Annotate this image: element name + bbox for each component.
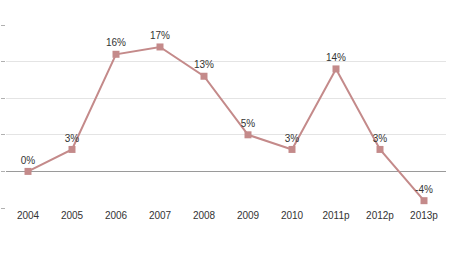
svg-text:2005: 2005 [61, 210, 84, 221]
svg-text:17%: 17% [150, 30, 170, 41]
svg-text:2004: 2004 [17, 210, 40, 221]
svg-text:2007: 2007 [149, 210, 172, 221]
svg-text:14%: 14% [326, 52, 346, 63]
svg-text:3%: 3% [65, 133, 80, 144]
svg-text:16%: 16% [106, 37, 126, 48]
svg-text:3%: 3% [285, 133, 300, 144]
svg-text:-4%: -4% [415, 184, 433, 195]
svg-text:5%: 5% [241, 118, 256, 129]
svg-text:2011p: 2011p [322, 210, 350, 221]
svg-text:2009: 2009 [237, 210, 260, 221]
svg-text:13%: 13% [194, 59, 214, 70]
svg-text:3%: 3% [373, 133, 388, 144]
svg-text:2013p: 2013p [410, 210, 438, 221]
svg-text:2006: 2006 [105, 210, 128, 221]
svg-text:2010: 2010 [281, 210, 304, 221]
svg-text:2008: 2008 [193, 210, 216, 221]
svg-text:2012p: 2012p [366, 210, 394, 221]
svg-text:0%: 0% [21, 155, 36, 166]
